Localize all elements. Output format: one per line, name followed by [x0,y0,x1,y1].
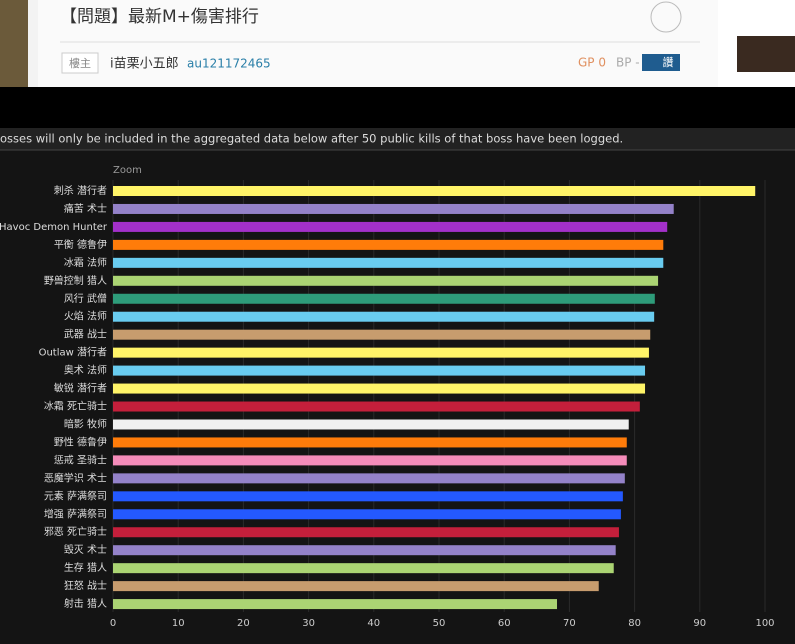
bar [113,275,659,286]
avatar-edge [0,0,28,87]
y-tick-label: Outlaw 潜行者 [39,346,107,359]
icon [650,1,682,33]
y-tick-label: 痛苦 术士 [64,202,107,215]
bar [113,401,640,412]
badge: 樓主 [69,56,91,70]
x-tick-label: 20 [237,618,250,629]
y-tick-label: 火焰 法师 [64,310,107,323]
y-tick-label: 恶魔学识 术士 [44,471,107,484]
y-tick-label: 风行 武僧 [64,292,107,305]
y-tick-label: 射击 猎人 [64,597,107,610]
y-tick-label: 增强 萨满祭司 [44,507,107,520]
y-tick-label: 野性 德鲁伊 [54,435,107,448]
bar [113,509,621,520]
x-tick-label: 50 [433,618,446,629]
notice-bar [0,128,795,150]
bar [113,581,599,592]
x-tick-label: 90 [693,618,706,629]
bar [113,329,651,340]
bar [113,257,664,268]
y-tick-label: 刺杀 潜行者 [54,184,107,197]
y-tick-label: 武器 战士 [64,328,107,341]
y-tick-label: 冰霜 死亡骑士 [44,400,107,413]
bar [113,599,558,610]
bar [113,527,619,538]
bar [113,293,655,304]
y-tick-label: 邪恶 死亡骑士 [44,525,107,538]
bar [113,311,655,322]
bar [113,455,627,466]
x-tick-label: 100 [755,618,774,629]
bar [113,239,664,250]
badge-box [61,52,99,74]
gp: GP 0 [578,56,606,70]
x-tick-label: 80 [628,618,641,629]
y-tick-label: 毁灭 术士 [64,543,107,556]
y-tick-label: 冰霜 法师 [64,256,107,269]
x-tick-label: 30 [302,618,315,629]
x-tick-label: 70 [563,618,576,629]
like-button[interactable] [642,54,680,71]
bar [113,347,649,358]
zoom[interactable]: Zoom [113,165,142,176]
y-tick-label: 敏锐 潜行者 [54,382,107,395]
y-tick-label: 暗影 牧师 [64,417,107,430]
x-tick-label: 60 [498,618,511,629]
bar [113,383,646,394]
x-tick-label: 0 [110,618,116,629]
y-tick-label: 平衡 德鲁伊 [54,238,107,251]
bar [113,221,668,232]
notice: osses will only be included in the aggre… [0,132,623,146]
y-tick-label: 生存 猎人 [64,561,107,574]
bar [113,563,614,574]
bp: BP - [616,56,640,70]
bar [113,203,674,214]
y-tick-label: Havoc Demon Hunter [0,222,108,233]
bar [113,491,623,502]
y-tick-label: 惩戒 圣骑士 [54,453,107,466]
bar [113,437,627,448]
bar [113,419,629,430]
x-tick-label: 40 [367,618,380,629]
like-label[interactable]: 讚 [663,55,674,69]
y-tick-label: 野兽控制 猎人 [44,274,107,287]
bar [113,473,625,484]
y-tick-label: 奥术 法师 [64,364,107,377]
black-band [0,87,795,128]
side-image [737,36,795,72]
x-tick-label: 10 [172,618,185,629]
post-title: 【問題】最新M+傷害排行 [60,7,259,27]
y-tick-label: 狂怒 战士 [64,579,107,592]
bar [113,186,756,196]
bar [113,545,616,556]
y-tick-label: 元素 萨满祭司 [44,489,107,502]
account[interactable]: au121172465 [187,57,271,71]
post-panel [38,0,718,87]
bar [113,365,646,376]
author[interactable]: i苗栗小五郎 [110,57,179,72]
